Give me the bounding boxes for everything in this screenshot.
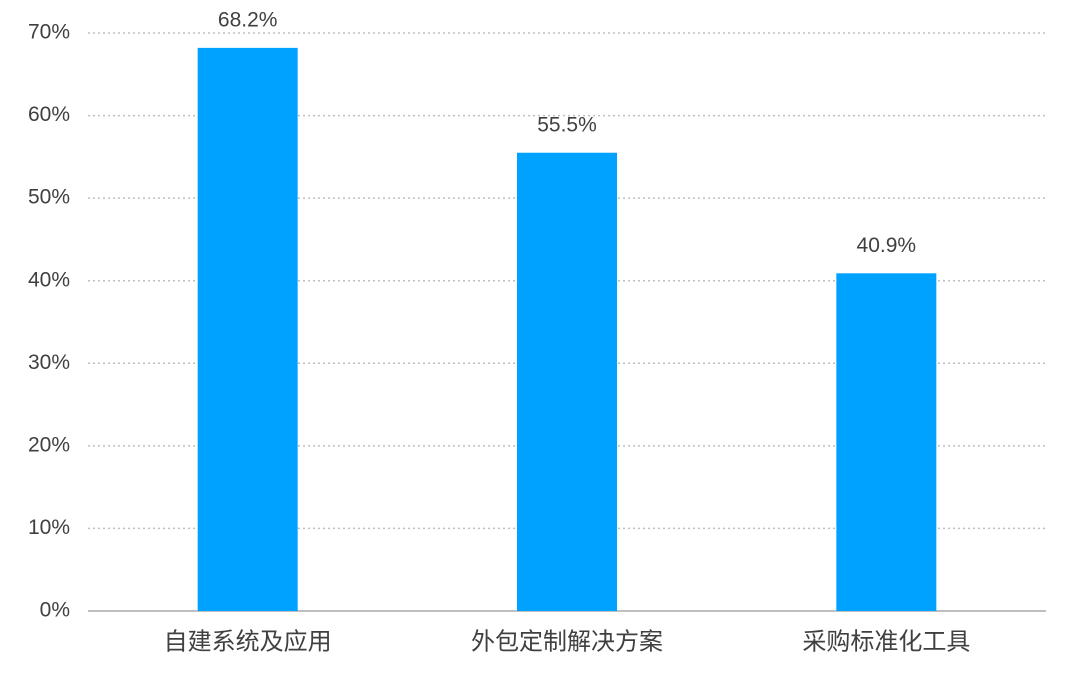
y-tick-label: 20% — [28, 433, 70, 456]
x-tick-label: 外包定制解决方案 — [471, 628, 663, 655]
bar — [517, 152, 617, 611]
y-tick-label: 40% — [28, 268, 70, 291]
x-tick-label: 自建系统及应用 — [164, 628, 332, 655]
y-tick-label: 0% — [40, 599, 70, 622]
y-tick-label: 30% — [28, 351, 70, 374]
bar — [197, 47, 298, 612]
value-label: 55.5% — [537, 113, 597, 136]
bar — [836, 273, 937, 611]
y-tick-label: 70% — [28, 21, 70, 44]
value-label: 40.9% — [857, 234, 917, 257]
x-tick-label: 采购标准化工具 — [802, 628, 970, 655]
y-tick-label: 60% — [28, 103, 70, 126]
value-label: 68.2% — [218, 8, 278, 31]
y-tick-label: 10% — [28, 516, 70, 539]
y-tick-label: 50% — [28, 186, 70, 209]
